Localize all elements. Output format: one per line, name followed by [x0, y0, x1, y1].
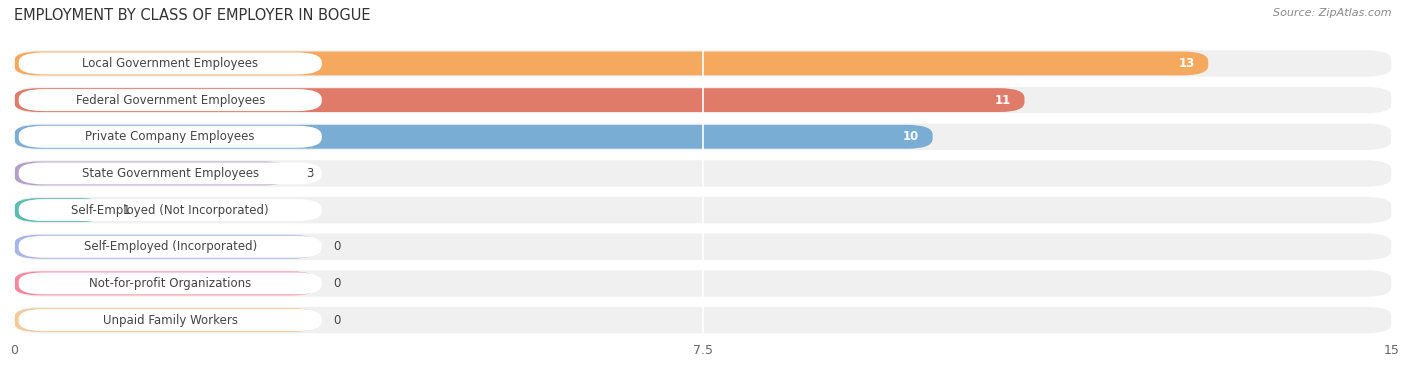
- FancyBboxPatch shape: [14, 50, 1392, 77]
- FancyBboxPatch shape: [14, 124, 1392, 150]
- Text: 0: 0: [333, 277, 342, 290]
- FancyBboxPatch shape: [18, 126, 322, 148]
- FancyBboxPatch shape: [14, 307, 1392, 333]
- Text: 0: 0: [333, 314, 342, 327]
- FancyBboxPatch shape: [14, 270, 1392, 297]
- Text: Source: ZipAtlas.com: Source: ZipAtlas.com: [1274, 8, 1392, 18]
- FancyBboxPatch shape: [18, 236, 322, 258]
- Text: Not-for-profit Organizations: Not-for-profit Organizations: [89, 277, 252, 290]
- Text: 0: 0: [333, 240, 342, 253]
- FancyBboxPatch shape: [14, 52, 1208, 75]
- FancyBboxPatch shape: [14, 88, 1025, 112]
- Text: Private Company Employees: Private Company Employees: [86, 130, 254, 143]
- Text: Self-Employed (Not Incorporated): Self-Employed (Not Incorporated): [72, 203, 269, 217]
- Text: 3: 3: [307, 167, 314, 180]
- FancyBboxPatch shape: [14, 160, 1392, 186]
- FancyBboxPatch shape: [14, 271, 318, 295]
- FancyBboxPatch shape: [14, 233, 1392, 260]
- FancyBboxPatch shape: [18, 162, 322, 185]
- Text: 11: 11: [994, 94, 1011, 107]
- Text: 13: 13: [1178, 57, 1195, 70]
- Text: Federal Government Employees: Federal Government Employees: [76, 94, 264, 107]
- FancyBboxPatch shape: [18, 272, 322, 294]
- Text: State Government Employees: State Government Employees: [82, 167, 259, 180]
- Text: Local Government Employees: Local Government Employees: [82, 57, 259, 70]
- FancyBboxPatch shape: [14, 198, 105, 222]
- FancyBboxPatch shape: [14, 125, 932, 149]
- Text: Unpaid Family Workers: Unpaid Family Workers: [103, 314, 238, 327]
- Text: Self-Employed (Incorporated): Self-Employed (Incorporated): [83, 240, 257, 253]
- FancyBboxPatch shape: [18, 53, 322, 74]
- FancyBboxPatch shape: [14, 87, 1392, 113]
- FancyBboxPatch shape: [14, 308, 318, 332]
- FancyBboxPatch shape: [18, 199, 322, 221]
- FancyBboxPatch shape: [14, 162, 290, 185]
- FancyBboxPatch shape: [18, 309, 322, 331]
- FancyBboxPatch shape: [18, 89, 322, 111]
- FancyBboxPatch shape: [14, 235, 318, 259]
- Text: EMPLOYMENT BY CLASS OF EMPLOYER IN BOGUE: EMPLOYMENT BY CLASS OF EMPLOYER IN BOGUE: [14, 8, 371, 23]
- Text: 1: 1: [122, 203, 129, 217]
- FancyBboxPatch shape: [14, 197, 1392, 223]
- Text: 10: 10: [903, 130, 920, 143]
